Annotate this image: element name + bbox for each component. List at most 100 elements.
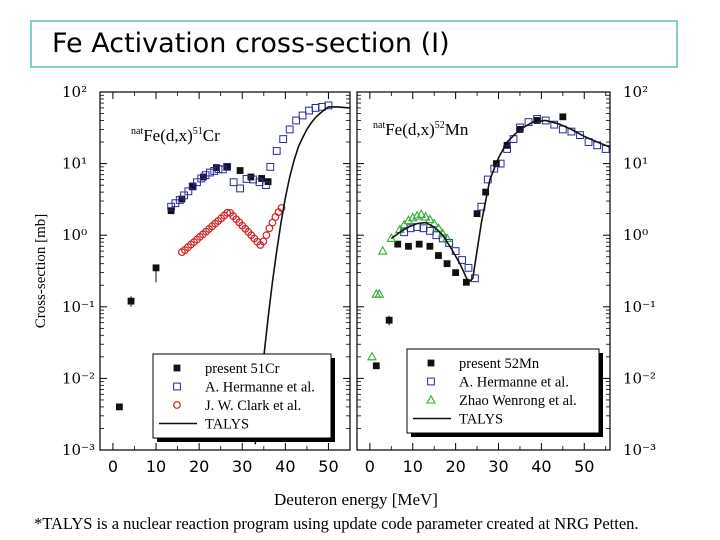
data-point — [443, 260, 451, 268]
legend-marker — [427, 359, 435, 367]
data-point — [407, 212, 418, 222]
data-point — [259, 237, 268, 246]
y-tick-label-right: 10⁻¹ — [623, 298, 656, 316]
data-point — [115, 403, 123, 411]
legend-label: Zhao Wenrong et al. — [459, 393, 577, 409]
reaction-prefix: nat — [131, 126, 143, 137]
data-point — [223, 163, 231, 171]
reaction-label-left: natFe(d,x)51Cr — [131, 126, 220, 145]
data-point — [184, 187, 193, 196]
data-point — [200, 173, 207, 181]
legend-right: present 52Mn A. Hermanne et al. Zhao Wenro… — [406, 348, 603, 437]
x-tick-label: 10 — [146, 457, 166, 476]
data-point — [201, 171, 210, 180]
series-right-0 — [372, 113, 567, 370]
data-point — [206, 168, 214, 177]
data-point — [496, 159, 505, 168]
data-point — [533, 115, 542, 123]
data-point — [210, 167, 219, 175]
legend-marker — [173, 364, 181, 372]
x-tick-label: 30 — [232, 457, 252, 476]
data-point — [262, 181, 270, 190]
data-point — [271, 213, 280, 221]
data-point — [464, 263, 473, 272]
data-point — [272, 147, 281, 155]
panel-frames — [99, 91, 611, 451]
data-point — [262, 231, 271, 240]
series-right-2 — [367, 209, 452, 361]
x-axis-label: Deuteron energy [MeV] — [274, 490, 438, 509]
y-tick-label-left: 10⁰ — [62, 226, 87, 244]
data-point — [167, 207, 175, 215]
data-point — [367, 351, 377, 361]
data-point — [483, 175, 492, 184]
y-axis-label: Cross-section [mb] — [33, 214, 49, 329]
y-tick-label-left: 10⁻¹ — [62, 298, 95, 316]
x-tick-label: 10 — [403, 457, 423, 476]
reaction-mass: 51 — [193, 126, 203, 137]
data-point — [188, 182, 197, 191]
data-point — [324, 101, 333, 110]
data-point — [426, 242, 434, 250]
x-tick-label: 40 — [531, 457, 551, 476]
data-point — [305, 106, 313, 115]
reaction-body: Fe(d,x) — [143, 126, 193, 145]
data-point — [175, 196, 184, 204]
data-point — [559, 113, 567, 121]
axis-ticks — [100, 91, 610, 451]
data-point — [471, 274, 479, 283]
footnote: *TALYS is a nuclear reaction program usi… — [34, 514, 639, 533]
data-point — [385, 316, 393, 324]
data-point — [452, 269, 460, 277]
data-point — [277, 204, 286, 212]
legend-label: present 51Cr — [205, 361, 280, 377]
reaction-prefix: nat — [373, 120, 385, 131]
data-point — [377, 245, 388, 255]
data-point — [374, 288, 385, 298]
legend-label: TALYS — [459, 412, 503, 428]
data-point — [550, 120, 559, 129]
data-point — [152, 264, 160, 272]
reaction-element: Mn — [445, 120, 469, 139]
data-point — [229, 178, 238, 187]
data-point — [415, 240, 423, 248]
data-point — [292, 116, 301, 125]
data-point — [424, 214, 435, 224]
data-point — [189, 183, 197, 190]
panel-frame-right — [356, 91, 611, 451]
data-point — [432, 231, 441, 240]
data-point — [420, 211, 431, 221]
data-point — [372, 362, 380, 370]
data-point — [223, 208, 232, 217]
y-tick-label-left: 10² — [62, 83, 87, 101]
data-point — [298, 111, 307, 120]
slide-title: Fe Activation cross-section (I) — [52, 28, 450, 59]
data-point — [403, 215, 414, 225]
x-tick-label: 0 — [365, 457, 375, 476]
data-point — [394, 240, 402, 248]
x-tick-label: 0 — [108, 457, 118, 476]
data-point — [214, 165, 223, 173]
data-point — [405, 242, 412, 250]
reaction-element: Cr — [203, 126, 220, 145]
chart-marks — [115, 101, 611, 445]
talys-line — [390, 119, 611, 284]
data-point — [399, 219, 410, 229]
data-point — [435, 252, 442, 259]
data-point — [247, 173, 255, 181]
legend-marker — [426, 394, 436, 404]
y-tick-label-right: 10⁻³ — [623, 441, 656, 459]
data-point — [425, 226, 434, 235]
series-left-2 — [177, 204, 286, 257]
x-tick-label: 50 — [318, 457, 338, 476]
y-tick-label-left: 10¹ — [62, 155, 87, 173]
legend-label: A. Hermanne et al. — [205, 380, 315, 396]
legend-label: TALYS — [205, 417, 249, 433]
x-tick-label: 30 — [488, 457, 508, 476]
data-point — [311, 103, 320, 112]
legend-left: present 51Cr A. Hermanne et al. J. W. Clar… — [152, 353, 335, 442]
data-point — [236, 167, 244, 174]
reaction-body: Fe(d,x) — [385, 120, 435, 139]
legend-label: present 52Mn — [459, 356, 540, 372]
